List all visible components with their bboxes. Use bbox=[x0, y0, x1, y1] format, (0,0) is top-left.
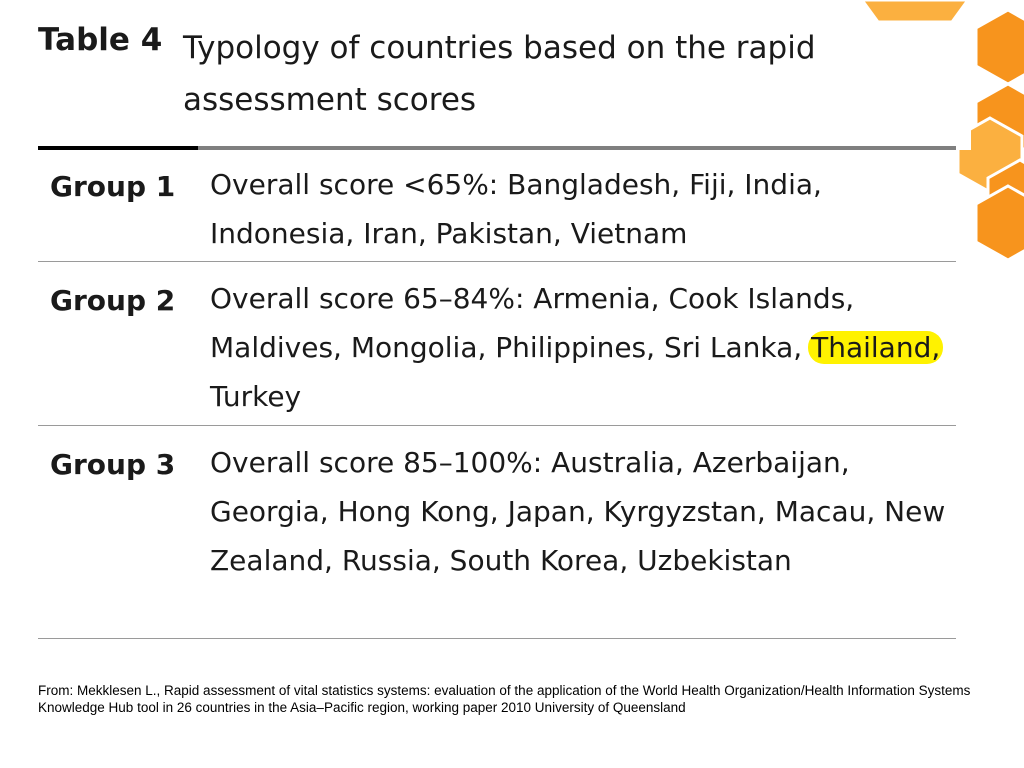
source-citation: From: Mekklesen L., Rapid assessment of … bbox=[38, 683, 971, 715]
group-2-label: Group 2 bbox=[50, 284, 176, 317]
group-1-label: Group 1 bbox=[50, 170, 176, 203]
row-divider bbox=[38, 261, 956, 262]
header-rule bbox=[38, 146, 956, 150]
group-1-text: Overall score <65%: Bangladesh, Fiji, In… bbox=[210, 168, 822, 250]
row-divider bbox=[38, 425, 956, 426]
table-bottom-rule bbox=[38, 638, 956, 639]
table-title: Typology of countries based on the rapid… bbox=[183, 30, 816, 118]
group-3-text: Overall score 85–100%: Australia, Azerba… bbox=[210, 446, 946, 577]
group-2-text: Overall score 65–84%: Armenia, Cook Isla… bbox=[210, 274, 955, 421]
table-label: Table 4 bbox=[38, 22, 163, 58]
group-3-label: Group 3 bbox=[50, 448, 176, 481]
group-2-text-before: Overall score 65–84%: Armenia, Cook Isla… bbox=[210, 282, 855, 364]
group-2-text-after: Turkey bbox=[210, 380, 302, 413]
highlighted-country: Thailand, bbox=[808, 331, 944, 364]
